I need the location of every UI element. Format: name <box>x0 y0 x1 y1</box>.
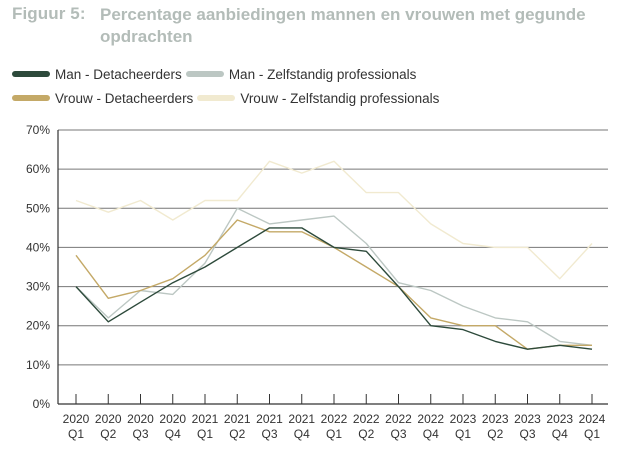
x-tick-label-year: 2020 <box>95 412 122 426</box>
series-line-man-zelfstandig-professionals <box>75 207 593 346</box>
legend-item-man-zelfstandig: Man - Zelfstandig professionals <box>185 66 417 82</box>
series-line-vrouw-zelfstandig-professionals <box>75 160 593 280</box>
series-line-vrouw-detacheerders <box>75 219 592 350</box>
x-tick-label-quarter: Q4 <box>165 427 181 441</box>
legend-label-man-zelfstandig: Man - Zelfstandig professionals <box>228 66 417 82</box>
x-tick-label-quarter: Q4 <box>552 427 568 441</box>
figure-label: Figuur 5: <box>12 4 86 23</box>
x-tick-label-year: 2023 <box>450 412 477 426</box>
y-tick-label: 30% <box>26 280 50 294</box>
x-tick-label-year: 2023 <box>482 412 509 426</box>
x-tick-label-year: 2022 <box>385 412 412 426</box>
x-tick-label-year: 2021 <box>224 412 251 426</box>
x-tick-label-year: 2020 <box>63 412 90 426</box>
x-tick-label-year: 2021 <box>256 412 283 426</box>
legend-label-vrouw-zelfstandig: Vrouw - Zelfstandig professionals <box>240 90 440 106</box>
x-tick-label-year: 2022 <box>321 412 348 426</box>
x-tick-label-year: 2022 <box>353 412 380 426</box>
x-tick-label-quarter: Q1 <box>455 427 471 441</box>
y-tick-label: 10% <box>26 358 50 372</box>
legend-swatch-man-zelfstandig <box>185 71 224 77</box>
x-tick-label-year: 2023 <box>514 412 541 426</box>
x-tick-label-year: 2021 <box>288 412 315 426</box>
y-tick-label: 20% <box>26 319 50 333</box>
x-tick-label-quarter: Q4 <box>294 427 310 441</box>
x-tick-label-quarter: Q1 <box>197 427 213 441</box>
y-tick-label: 50% <box>26 201 50 215</box>
x-tick-label-year: 2024 <box>579 412 606 426</box>
legend-row-1: Man - Detacheerders Man - Zelfstandig pr… <box>12 62 443 86</box>
legend-item-man-detacheerders: Man - Detacheerders <box>12 67 182 82</box>
x-tick-label-quarter: Q1 <box>326 427 342 441</box>
x-tick-label-quarter: Q3 <box>519 427 535 441</box>
legend-swatch-vrouw-detacheerders <box>12 95 50 101</box>
x-tick-label-quarter: Q2 <box>100 427 116 441</box>
y-tick-label: 40% <box>26 240 50 254</box>
legend-label-man-detacheerders: Man - Detacheerders <box>55 66 182 82</box>
legend-item-vrouw-detacheerders: Vrouw - Detacheerders <box>12 91 193 106</box>
legend-swatch-man-detacheerders <box>12 71 50 77</box>
x-tick-label-quarter: Q3 <box>132 427 148 441</box>
figure-title-block: Figuur 5: Percentage aanbiedingen mannen… <box>12 4 600 48</box>
x-tick-label-quarter: Q2 <box>487 427 503 441</box>
x-tick-label-quarter: Q2 <box>229 427 245 441</box>
x-tick-label-year: 2022 <box>417 412 444 426</box>
y-tick-label: 0% <box>33 397 51 411</box>
x-tick-label-quarter: Q3 <box>261 427 277 441</box>
x-tick-label-year: 2021 <box>192 412 219 426</box>
series-line-man-detacheerders <box>75 227 593 350</box>
legend-item-vrouw-zelfstandig: Vrouw - Zelfstandig professionals <box>197 91 439 106</box>
legend-row-2: Vrouw - Detacheerders Vrouw - Zelfstandi… <box>12 86 443 110</box>
legend: Man - Detacheerders Man - Zelfstandig pr… <box>12 62 443 110</box>
x-tick-label-quarter: Q2 <box>358 427 374 441</box>
x-tick-label-quarter: Q4 <box>423 427 439 441</box>
x-tick-label-year: 2020 <box>159 412 186 426</box>
x-tick-label-quarter: Q1 <box>68 427 84 441</box>
y-tick-label: 60% <box>26 162 50 176</box>
legend-label-vrouw-detacheerders: Vrouw - Detacheerders <box>55 90 194 106</box>
y-tick-label: 70% <box>26 123 50 137</box>
x-tick-label-year: 2020 <box>127 412 154 426</box>
legend-swatch-vrouw-zelfstandig <box>197 95 236 101</box>
x-tick-label-year: 2023 <box>546 412 573 426</box>
x-tick-label-quarter: Q3 <box>390 427 406 441</box>
x-tick-label-quarter: Q1 <box>584 427 600 441</box>
chart-title: Percentage aanbiedingen mannen en vrouwe… <box>100 5 586 46</box>
